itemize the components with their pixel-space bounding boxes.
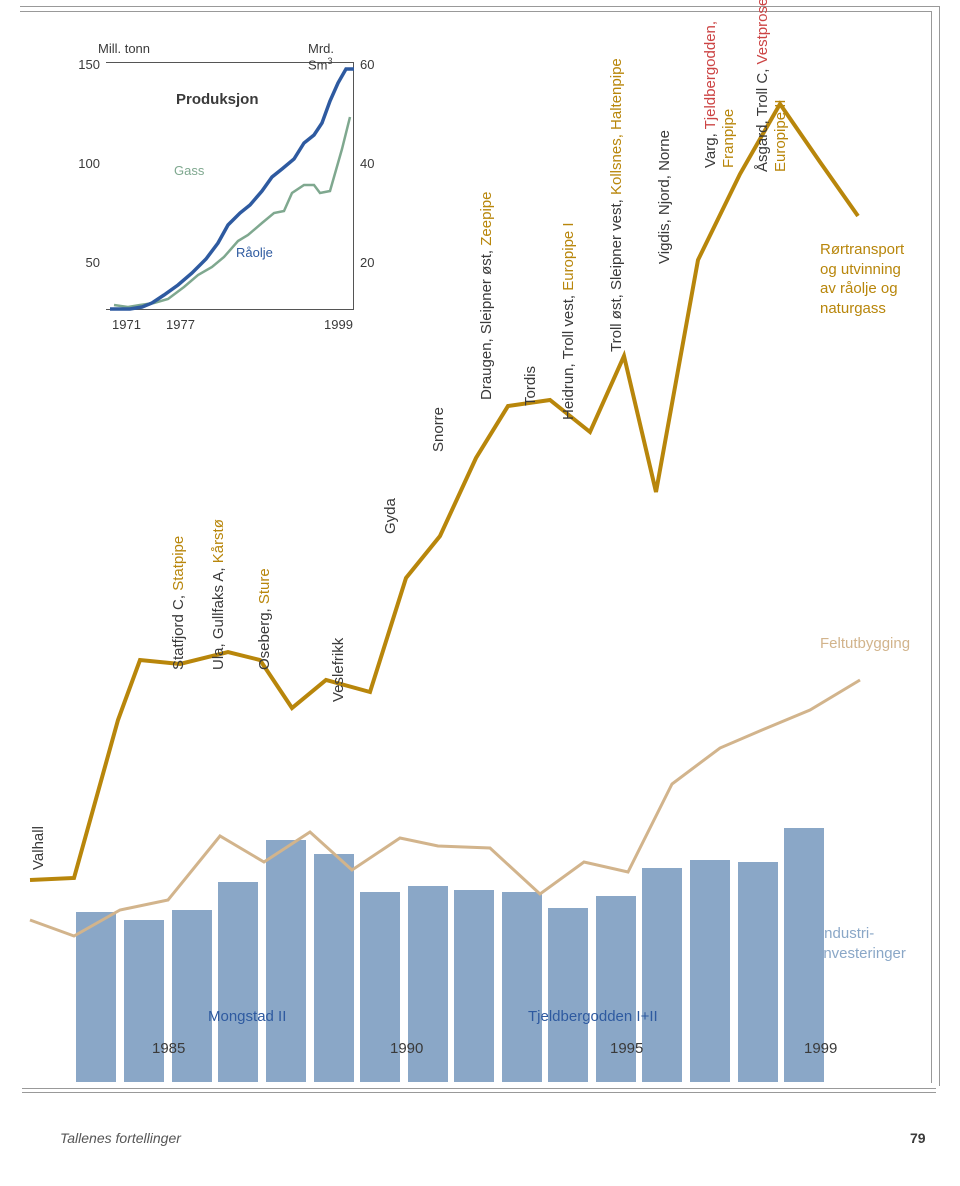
footer-line2 [22, 1092, 936, 1093]
page-number: 79 [910, 1130, 926, 1146]
footer-text: Tallenes fortellinger [60, 1130, 181, 1146]
legend-rortransport: Rørtransportog utvinningav råolje ognatu… [820, 240, 904, 318]
legend-industri: Industri-investeringer [820, 924, 906, 963]
footer-line [22, 1088, 936, 1089]
main-svg [0, 0, 960, 1186]
legend-feltutbygging: Feltutbygging [820, 634, 910, 654]
